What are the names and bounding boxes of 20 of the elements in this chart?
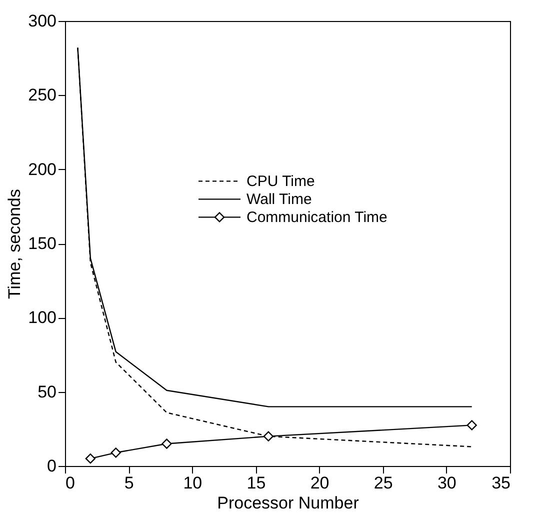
y-tick-label: 0 — [47, 456, 56, 476]
x-tick-label: 35 — [492, 474, 510, 492]
x-tick-label: 10 — [183, 474, 202, 492]
y-tick-label: 150 — [28, 234, 56, 253]
x-tick-label: 20 — [310, 474, 330, 492]
x-tick-label: 25 — [374, 474, 393, 492]
x-tick-label: 15 — [246, 474, 266, 492]
x-tick-label: 5 — [124, 474, 134, 492]
legend-label: Wall Time — [246, 191, 312, 208]
y-tick-label: 200 — [28, 160, 56, 179]
legend-label: Communication Time — [246, 209, 388, 226]
y-tick-label: 300 — [28, 12, 56, 30]
x-tick-label: 30 — [437, 474, 456, 492]
y-tick-label: 250 — [28, 86, 56, 105]
x-tick-label: 0 — [66, 474, 75, 492]
y-tick-label: 50 — [38, 382, 56, 402]
y-tick-label: 100 — [28, 308, 56, 328]
legend-label: CPU Time — [246, 173, 315, 190]
x-axis-title: Processor Number — [217, 494, 360, 512]
y-axis-title: Time, seconds — [5, 189, 24, 299]
